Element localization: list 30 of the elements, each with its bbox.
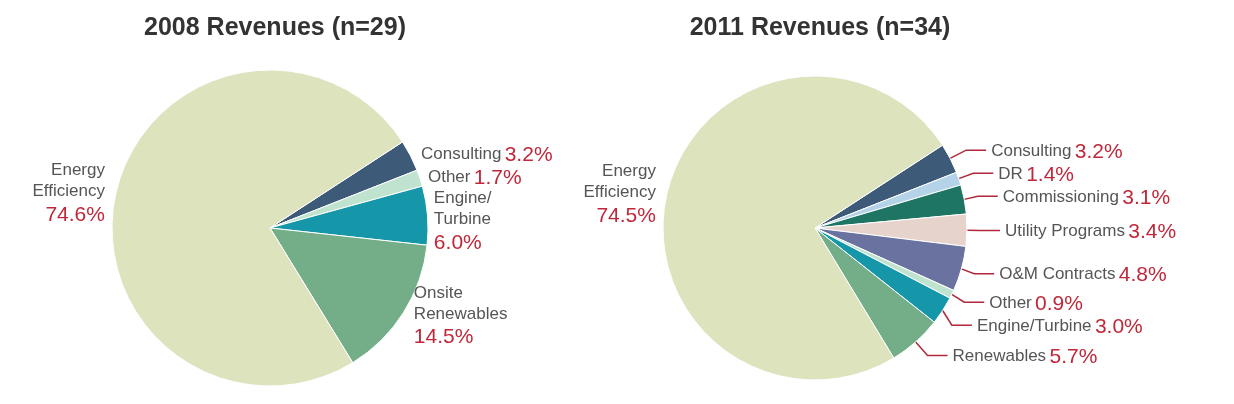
chart-title: 2008 Revenues (n=29) [144, 11, 406, 40]
slice-label: Consulting [421, 144, 502, 164]
slice-label: O&M Contracts [999, 264, 1116, 284]
slice-label: Consulting [991, 140, 1072, 160]
data-label: 1.4% [1026, 161, 1075, 185]
slice-label: Other [989, 292, 1033, 312]
slice-label: Commissioning [1002, 186, 1119, 206]
data-label: 3.1% [1122, 184, 1171, 208]
data-label: 5.7% [1049, 343, 1098, 367]
slice-label: DR [998, 163, 1023, 183]
data-label: 4.8% [1118, 262, 1167, 286]
data-label: 14.5% [413, 324, 474, 348]
slice-label: Utility Programs [1004, 220, 1125, 240]
data-label: 3.2% [504, 142, 553, 166]
data-label: 74.5% [596, 202, 656, 226]
slice-label: Renewables [952, 345, 1047, 365]
data-label: 3.0% [1094, 313, 1143, 337]
data-label: 1.7% [473, 165, 522, 189]
data-label: 6.0% [433, 229, 482, 253]
data-label: 3.4% [1128, 218, 1177, 242]
slice-label: Onsite Renewables [413, 282, 508, 323]
slice-label: Other [427, 167, 471, 187]
slice-label: Energy Efficiency [583, 161, 657, 202]
data-label: 74.6% [45, 201, 105, 225]
data-label: 3.2% [1074, 138, 1123, 162]
data-label: 0.9% [1035, 290, 1083, 314]
slice-label: Engine/Turbine [976, 315, 1092, 335]
chart-title: 2011 Revenues (n=34) [689, 11, 951, 40]
slice-label: Energy Efficiency [32, 160, 106, 201]
slice-label: Engine/Turbine [433, 188, 492, 229]
